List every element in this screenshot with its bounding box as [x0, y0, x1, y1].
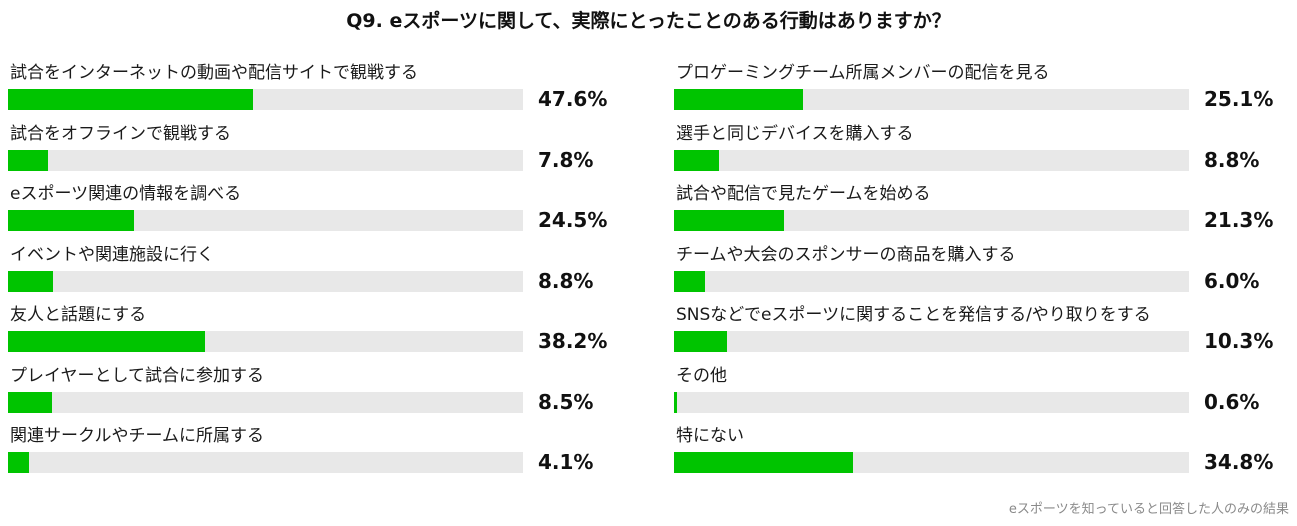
bar-value-label: 4.1% — [538, 450, 594, 474]
bar — [674, 210, 784, 231]
bar-value-label: 38.2% — [538, 329, 608, 353]
bar-category-label: 試合をインターネットの動画や配信サイトで観戦する — [10, 63, 418, 83]
bar-track — [674, 89, 1189, 110]
bar-track — [8, 391, 523, 413]
bar-value-label: 7.8% — [538, 147, 594, 172]
bar-track — [674, 391, 1189, 413]
bar-track — [8, 331, 523, 352]
bar-item: その他 0.6% — [674, 365, 1294, 425]
bar-category-label: eスポーツ関連の情報を調べる — [10, 184, 242, 204]
bar — [8, 391, 52, 413]
bar-track — [674, 452, 1189, 473]
bar-value-label: 25.1% — [1204, 87, 1274, 111]
bar — [674, 149, 719, 171]
bar-value-label: 34.8% — [1204, 450, 1274, 474]
footnote: eスポーツを知っていると回答した人のみの結果 — [1008, 502, 1289, 517]
bar-item: 選手と同じデバイスを購入する 8.8% — [674, 123, 1294, 183]
bar-track — [674, 270, 1189, 292]
bar-category-label: イベントや関連施設に行く — [10, 244, 214, 265]
bar-value-label: 8.5% — [538, 389, 594, 414]
bar-item: 友人と話題にする 38.2% — [8, 304, 628, 364]
bar-track — [8, 210, 523, 231]
bar-track — [8, 270, 523, 292]
bar-category-label: その他 — [676, 365, 727, 386]
bar-track — [8, 89, 523, 110]
bar-item: 試合をオフラインで観戦する 7.8% — [8, 123, 628, 183]
bar-item: プレイヤーとして試合に参加する 8.5% — [8, 365, 628, 425]
bar-track — [8, 149, 523, 171]
bar-value-label: 0.6% — [1204, 389, 1260, 414]
bar-category-label: チームや大会のスポンサーの商品を購入する — [676, 244, 1016, 265]
bar — [8, 331, 205, 352]
bar — [674, 391, 677, 413]
bar-category-label: 試合や配信で見たゲームを始める — [676, 184, 931, 204]
bar-item: SNSなどでeスポーツに関することを発信する/やり取りをする 10.3% — [674, 304, 1294, 364]
bar — [674, 270, 705, 292]
chart-title: Q9. eスポーツに関して、実際にとったことのある行動はありますか？ — [346, 10, 951, 32]
bar-item: 関連サークルやチームに所属する 4.1% — [8, 425, 628, 485]
bar — [674, 452, 853, 473]
bar-value-label: 24.5% — [538, 208, 608, 232]
bar — [8, 452, 29, 473]
bar-category-label: 特にない — [676, 426, 744, 446]
bar-track — [674, 149, 1189, 171]
bar-value-label: 8.8% — [538, 268, 594, 293]
bar-track — [674, 210, 1189, 231]
bar-category-label: 試合をオフラインで観戦する — [10, 123, 231, 144]
bar — [8, 149, 48, 171]
bar-track — [674, 331, 1189, 352]
bar-category-label: 関連サークルやチームに所属する — [10, 426, 264, 446]
bar — [8, 89, 253, 110]
bar-value-label: 47.6% — [538, 87, 608, 111]
bar-item: プロゲーミングチーム所属メンバーの配信を見る 25.1% — [674, 62, 1294, 122]
bar-category-label: SNSなどでeスポーツに関することを発信する/やり取りをする — [676, 305, 1151, 325]
bar-value-label: 6.0% — [1204, 268, 1260, 293]
bar-value-label: 10.3% — [1204, 329, 1274, 353]
bar-category-label: プロゲーミングチーム所属メンバーの配信を見る — [676, 63, 1050, 83]
bar — [674, 89, 803, 110]
bar-item: 特にない 34.8% — [674, 425, 1294, 485]
bar-category-label: 選手と同じデバイスを購入する — [676, 123, 914, 144]
bar-item: eスポーツ関連の情報を調べる 24.5% — [8, 183, 628, 243]
bar-value-label: 21.3% — [1204, 208, 1274, 232]
bar-value-label: 8.8% — [1204, 147, 1260, 172]
bar — [8, 270, 53, 292]
bar-category-label: プレイヤーとして試合に参加する — [10, 365, 264, 386]
bar-item: 試合をインターネットの動画や配信サイトで観戦する 47.6% — [8, 62, 628, 122]
bar-item: イベントや関連施設に行く 8.8% — [8, 244, 628, 304]
bar-item: 試合や配信で見たゲームを始める 21.3% — [674, 183, 1294, 243]
bar — [674, 331, 727, 352]
bar — [8, 210, 134, 231]
bar-category-label: 友人と話題にする — [10, 305, 147, 325]
bar-track — [8, 452, 523, 473]
bar-item: チームや大会のスポンサーの商品を購入する 6.0% — [674, 244, 1294, 304]
